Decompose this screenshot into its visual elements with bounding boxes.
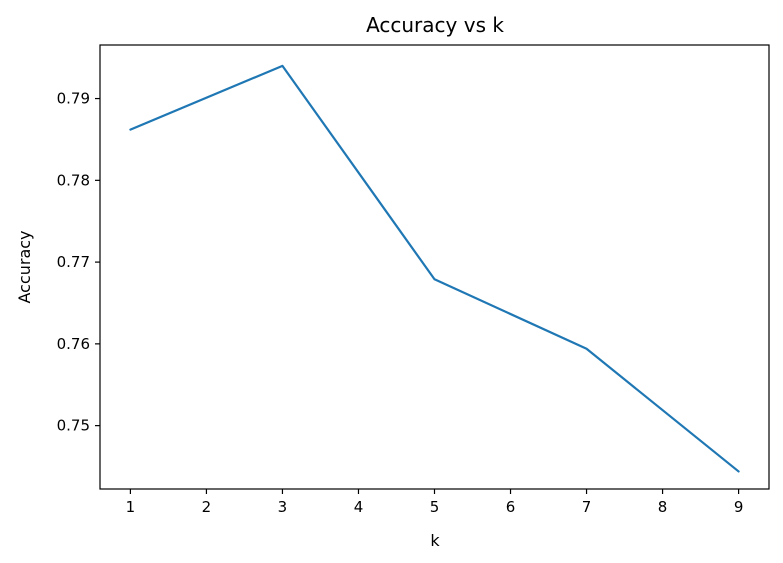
- x-tick-label: 6: [506, 498, 516, 516]
- chart-title: Accuracy vs k: [366, 13, 504, 37]
- y-tick-label: 0.77: [57, 253, 90, 271]
- x-tick-label: 8: [658, 498, 668, 516]
- y-tick-label: 0.75: [57, 417, 90, 435]
- series-layer: [129, 64, 740, 473]
- y-axis: 0.75 0.76 0.77 0.78 0.79: [57, 90, 100, 435]
- y-tick-label: 0.78: [57, 171, 90, 189]
- x-tick-label: 5: [430, 498, 440, 516]
- x-axis: 1 2 3 4 5 6 7 8 9: [126, 489, 744, 516]
- x-tick-label: 9: [734, 498, 744, 516]
- series-line: [129, 64, 740, 473]
- x-tick-label: 1: [126, 498, 136, 516]
- x-tick-label: 4: [354, 498, 364, 516]
- x-axis-label: k: [430, 531, 440, 550]
- y-tick-label: 0.76: [57, 335, 90, 353]
- y-axis-label: Accuracy: [15, 230, 34, 303]
- y-tick-label: 0.79: [57, 90, 90, 108]
- x-tick-label: 3: [278, 498, 288, 516]
- x-tick-label: 7: [582, 498, 592, 516]
- x-tick-label: 2: [202, 498, 212, 516]
